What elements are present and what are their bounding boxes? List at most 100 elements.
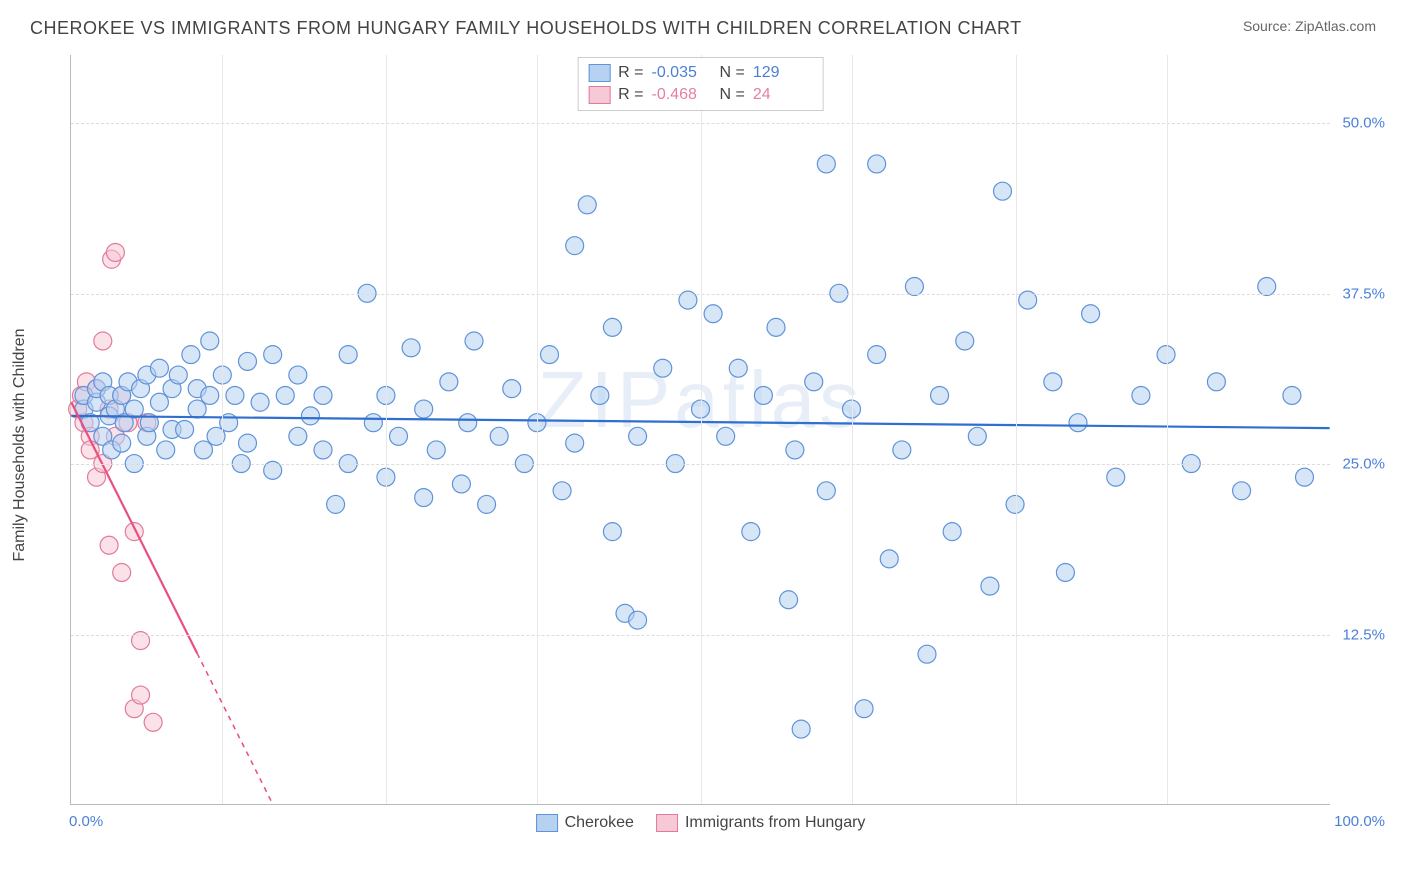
- point-cherokee: [603, 523, 621, 541]
- point-cherokee: [767, 318, 785, 336]
- point-cherokee: [1107, 468, 1125, 486]
- point-cherokee: [578, 196, 596, 214]
- chart-title: CHEROKEE VS IMMIGRANTS FROM HUNGARY FAMI…: [30, 18, 1022, 39]
- point-cherokee: [490, 427, 508, 445]
- point-cherokee: [459, 414, 477, 432]
- point-cherokee: [301, 407, 319, 425]
- point-cherokee: [742, 523, 760, 541]
- point-cherokee: [289, 427, 307, 445]
- legend-item-cherokee: Cherokee: [536, 814, 634, 832]
- point-hungary: [100, 536, 118, 554]
- point-cherokee: [251, 393, 269, 411]
- point-cherokee: [390, 427, 408, 445]
- point-cherokee: [194, 441, 212, 459]
- point-cherokee: [239, 352, 257, 370]
- swatch-hungary: [588, 86, 610, 104]
- point-cherokee: [364, 414, 382, 432]
- point-cherokee: [956, 332, 974, 350]
- legend-row-cherokee: R = -0.035 N = 129: [588, 62, 813, 84]
- point-cherokee: [553, 482, 571, 500]
- point-cherokee: [931, 386, 949, 404]
- point-cherokee: [465, 332, 483, 350]
- point-cherokee: [169, 366, 187, 384]
- point-cherokee: [868, 155, 886, 173]
- point-cherokee: [717, 427, 735, 445]
- point-cherokee: [264, 346, 282, 364]
- point-cherokee: [817, 155, 835, 173]
- point-cherokee: [1207, 373, 1225, 391]
- plot-area: ZIPatlas R = -0.035 N = 129 R = -0.468 N…: [70, 55, 1330, 805]
- point-cherokee: [1056, 564, 1074, 582]
- legend-row-hungary: R = -0.468 N = 24: [588, 84, 813, 106]
- point-cherokee: [817, 482, 835, 500]
- trendline-hungary-dash: [197, 653, 272, 804]
- point-cherokee: [1296, 468, 1314, 486]
- y-tick-label: 25.0%: [1335, 456, 1385, 473]
- point-cherokee: [327, 495, 345, 513]
- point-cherokee: [276, 386, 294, 404]
- x-tick-label: 100.0%: [1334, 813, 1385, 830]
- point-cherokee: [880, 550, 898, 568]
- point-cherokee: [440, 373, 458, 391]
- point-cherokee: [566, 434, 584, 452]
- point-cherokee: [591, 386, 609, 404]
- point-cherokee: [566, 237, 584, 255]
- point-cherokee: [113, 434, 131, 452]
- point-cherokee: [478, 495, 496, 513]
- point-cherokee: [239, 434, 257, 452]
- r-value-hungary: -0.468: [652, 86, 712, 104]
- point-cherokee: [1069, 414, 1087, 432]
- point-cherokee: [1283, 386, 1301, 404]
- chart-container: Family Households with Children ZIPatlas…: [50, 55, 1380, 835]
- swatch-hungary-icon: [656, 814, 678, 832]
- point-cherokee: [427, 441, 445, 459]
- point-hungary: [94, 332, 112, 350]
- point-cherokee: [314, 386, 332, 404]
- point-cherokee: [188, 400, 206, 418]
- point-hungary: [132, 686, 150, 704]
- point-cherokee: [150, 393, 168, 411]
- point-cherokee: [805, 373, 823, 391]
- point-cherokee: [792, 720, 810, 738]
- point-cherokee: [1044, 373, 1062, 391]
- point-hungary: [81, 441, 99, 459]
- point-cherokee: [893, 441, 911, 459]
- point-cherokee: [226, 386, 244, 404]
- y-axis-label: Family Households with Children: [11, 329, 29, 562]
- correlation-legend: R = -0.035 N = 129 R = -0.468 N = 24: [577, 57, 824, 111]
- point-cherokee: [503, 380, 521, 398]
- point-cherokee: [289, 366, 307, 384]
- point-cherokee: [729, 359, 747, 377]
- point-cherokee: [541, 346, 559, 364]
- point-cherokee: [150, 359, 168, 377]
- legend-item-hungary: Immigrants from Hungary: [656, 814, 866, 832]
- y-tick-label: 12.5%: [1335, 626, 1385, 643]
- point-cherokee: [452, 475, 470, 493]
- point-cherokee: [1157, 346, 1175, 364]
- n-value-cherokee: 129: [753, 64, 813, 82]
- point-hungary: [106, 243, 124, 261]
- point-cherokee: [201, 386, 219, 404]
- point-cherokee: [339, 346, 357, 364]
- point-cherokee: [629, 611, 647, 629]
- point-cherokee: [314, 441, 332, 459]
- point-hungary: [113, 564, 131, 582]
- series-legend: Cherokee Immigrants from Hungary: [536, 814, 866, 832]
- point-cherokee: [603, 318, 621, 336]
- legend-label-cherokee: Cherokee: [565, 814, 634, 832]
- source-link[interactable]: ZipAtlas.com: [1295, 18, 1376, 34]
- point-cherokee: [981, 577, 999, 595]
- point-cherokee: [415, 489, 433, 507]
- point-cherokee: [1233, 482, 1251, 500]
- point-cherokee: [157, 441, 175, 459]
- point-cherokee: [182, 346, 200, 364]
- legend-label-hungary: Immigrants from Hungary: [685, 814, 866, 832]
- point-cherokee: [629, 427, 647, 445]
- point-cherokee: [943, 523, 961, 541]
- y-tick-label: 50.0%: [1335, 115, 1385, 132]
- swatch-cherokee: [588, 64, 610, 82]
- point-cherokee: [754, 386, 772, 404]
- x-tick-label: 0.0%: [69, 813, 103, 830]
- point-cherokee: [704, 305, 722, 323]
- point-cherokee: [402, 339, 420, 357]
